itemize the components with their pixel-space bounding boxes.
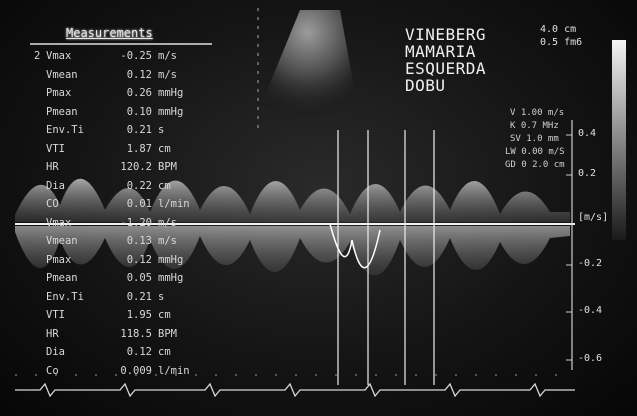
measurement-value: 0.21 [126,290,152,303]
velocity-trace [329,223,381,269]
measurement-row: Dia 0.22 cm [34,180,210,193]
measurement-value: 0.01 [126,198,152,210]
measurement-unit: mmHg [158,272,184,284]
measurement-value: -1.20 [120,216,152,229]
measurement-row: Vmean 0.12 m/s [34,69,210,82]
measurement-value: 1.87 [126,142,152,155]
measurement-row: VTI 1.87 cm [34,143,210,156]
measurement-row: Pmax 0.12 mmHg [34,254,210,267]
grayscale-bar [612,40,626,240]
measurement-row: Pmax 0.26 mmHg [34,87,210,100]
measurement-unit: cm [158,179,171,192]
param-sv: SV 1.0 mm [510,134,559,144]
measurement-name: Vmean [46,235,78,247]
scale-label-0.2: 0.2 [578,168,597,179]
measurement-name: VTI [46,142,65,155]
measurement-name: HR [46,327,59,340]
measurement-unit: m/s [158,68,177,81]
2d-sector-image [255,10,360,120]
param-gd: GD 0 2.0 cm [505,160,565,170]
measurement-unit: BPM [158,161,177,173]
spectrum-upper [15,178,570,222]
measurement-unit: l/min [158,364,190,377]
measurement-name: Vmean [46,68,78,81]
measurement-value: 0.12 [126,346,152,358]
depth-readout: 4.0 cm [540,24,577,35]
scale-label-neg0.4: -0.4 [578,305,603,316]
frequency-readout: 0.5 fm6 [540,37,583,48]
measurement-value: 118.5 [120,327,152,340]
measurement-unit: mmHg [158,253,184,266]
param-v: V 1.00 m/s [510,108,565,118]
measurement-unit: cm [158,346,171,358]
measurement-name: Pmean [46,272,78,284]
measurement-value: 1.95 [126,309,152,321]
measurement-row: Pmean 0.05 mmHg [34,272,210,285]
measurement-name: Env.Ti [46,290,84,303]
measurement-row: Env.Ti 0.21 s [34,291,210,304]
param-lw: LW 0.00 m/S [505,147,565,157]
location-line-1: VINEBERG [405,25,487,44]
measurement-row: CO 0.01 l/min [34,198,210,211]
measurement-name: Pmean [46,105,78,118]
scale-label-neg0.2: -0.2 [578,258,603,269]
measurement-unit: l/min [158,198,190,210]
measurement-name: Env.Ti [46,124,84,136]
measurement-index: 2 [34,50,41,62]
measurement-value: 0.21 [126,124,152,136]
measurement-row: 2 Vmax -0.25 m/s [34,50,210,63]
measurement-value: 0.13 [126,235,152,247]
measurement-value: 0.009 [120,364,152,377]
measurement-value: 0.22 [126,179,152,192]
ecg-trace [15,382,575,398]
scale-unit-label: [m/s] [578,212,609,223]
location-line-4: DOBU [405,76,446,95]
measurement-name: Co [46,364,59,377]
measurement-row: Vmean 0.13 m/s [34,235,210,248]
measurement-value: 0.10 [126,105,152,118]
measurement-name: CO [46,198,59,210]
measurement-unit: cm [158,142,171,155]
measurement-name: HR [46,161,59,173]
location-line-3: ESQUERDA [405,59,487,78]
param-k: K 0.7 MHz [510,121,559,131]
measurement-row: HR 120.2 BPM [34,161,210,174]
measurement-name: VTI [46,309,65,321]
measurement-row: HR 118.5 BPM [34,328,210,341]
measurement-name: Vmax [46,50,72,62]
measurement-unit: s [158,124,165,136]
measurement-unit: m/s [158,216,177,229]
measurement-row: VTI 1.95 cm [34,309,210,322]
spectrum-lower [15,226,570,276]
scale-label-0.4: 0.4 [578,128,597,139]
measurement-name: Dia [46,179,65,192]
measurement-value: 120.2 [120,161,152,173]
measurement-row: Vmax -1.20 m/s [34,217,210,230]
measurement-value: -0.25 [120,50,152,62]
measurement-unit: s [158,290,165,303]
measurement-name: Dia [46,346,65,358]
measurement-unit: m/s [158,50,177,62]
measurement-name: Pmax [46,253,72,266]
measurement-value: 0.12 [126,253,152,266]
measurement-row: Pmean 0.10 mmHg [34,106,210,119]
measurement-row: Env.Ti 0.21 s [34,124,210,137]
measurement-value: 0.26 [126,87,152,99]
measurement-row: Co 0.009 l/min [34,365,210,378]
measurements-title: Measurements [66,26,153,40]
measurement-name: Vmax [46,216,72,229]
measurement-unit: m/s [158,235,177,247]
measurement-unit: cm [158,309,171,321]
measurement-row: Dia 0.12 cm [34,346,210,359]
location-line-2: MAMARIA [405,42,476,61]
scale-label-neg0.6: -0.6 [578,353,603,364]
measurement-unit: mmHg [158,87,184,99]
measurement-unit: mmHg [158,105,184,118]
measurement-unit: BPM [158,327,177,340]
measurement-name: Pmax [46,87,72,99]
measurement-value: 0.05 [126,272,152,284]
measurement-value: 0.12 [126,68,152,81]
